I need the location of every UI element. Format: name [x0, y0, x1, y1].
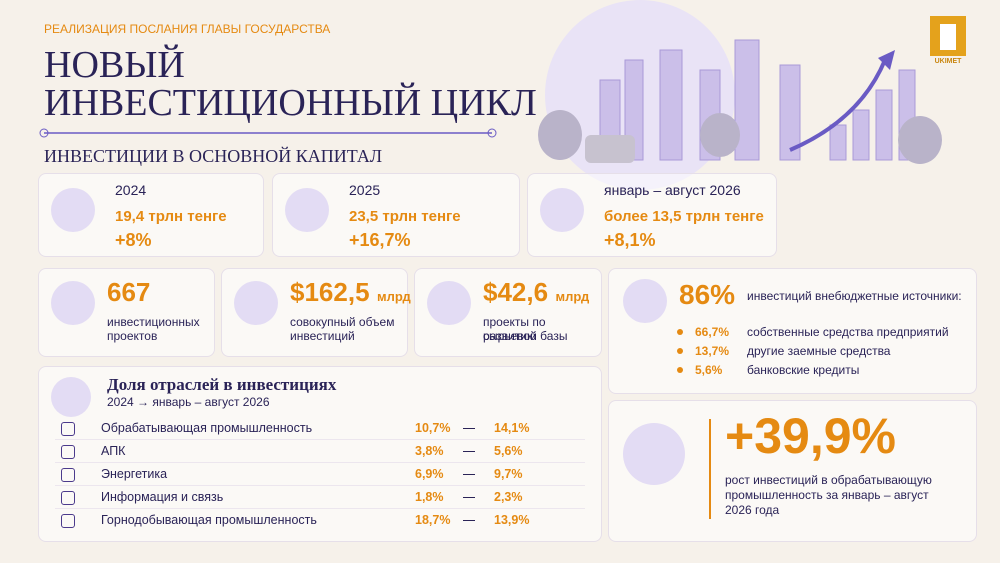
period: 2025 — [349, 182, 381, 198]
bullet — [677, 367, 683, 373]
sources-label: инвестиций внебюджетные источники: — [747, 289, 962, 303]
bullet — [677, 348, 683, 354]
amount: 23,5 трлн тенге — [349, 208, 461, 225]
share-to: 14,1% — [494, 421, 530, 435]
icon — [234, 281, 278, 325]
sector-name: АПК — [101, 444, 126, 458]
sectors-title: Доля отраслей в инвестициях — [107, 375, 337, 394]
stat-label: совокупный объем — [290, 315, 395, 329]
stat-label: инвестиций — [290, 329, 355, 343]
stat-card: $42,6 млрд проекты по развитию сырьевой баз… — [414, 268, 602, 357]
row-icon — [61, 422, 75, 436]
share-from: 3,8% — [415, 444, 444, 458]
period-card: 2025 23,5 трлн тенге +16,7% — [272, 173, 520, 257]
share-to: 2,3% — [494, 490, 523, 504]
icon — [51, 281, 95, 325]
divider — [709, 419, 711, 519]
share-to: 5,6% — [494, 444, 523, 458]
stat-value: 667 — [107, 277, 151, 307]
growth-text: рост инвестиций в обрабатывающую — [725, 473, 932, 487]
share-from: 10,7% — [415, 421, 451, 435]
amount: 19,4 трлн тенге — [115, 208, 227, 225]
period-card: январь – август 2026 более 13,5 трлн тенг… — [527, 173, 777, 257]
row-icon — [61, 514, 75, 528]
icon — [623, 423, 685, 485]
stat-unit: млрд — [555, 289, 590, 304]
source-label: другие заемные средства — [747, 344, 891, 358]
growth-card: +39,9% рост инвестиций в обрабатывающую … — [608, 400, 977, 542]
share-to: 9,7% — [494, 467, 523, 481]
sources-value: 86% — [679, 279, 736, 310]
source-value: 13,7% — [695, 344, 730, 358]
growth: +8% — [115, 230, 152, 250]
source-value: 5,6% — [695, 363, 723, 377]
source-value: 66,7% — [695, 325, 730, 339]
row-icon — [61, 468, 75, 482]
stat-unit: млрд — [377, 289, 411, 304]
period: 2024 — [115, 182, 147, 198]
growth: +16,7% — [349, 230, 411, 250]
sectors-subtitle: 2024 → январь – август 2026 — [107, 395, 270, 409]
arrow — [463, 497, 475, 498]
arrow — [463, 428, 475, 429]
growth-text: промышленность за январь – август — [725, 488, 929, 502]
growth-text: 2026 года — [725, 503, 780, 517]
row-divider — [55, 439, 585, 440]
subtitle: ИНВЕСТИЦИИ В ОСНОВНОЙ КАПИТАЛ — [44, 146, 383, 166]
logo: UKIMET — [934, 58, 962, 65]
period: январь – август 2026 — [604, 182, 741, 198]
arrow — [463, 520, 475, 521]
stat-label: проекты по развитию — [483, 315, 546, 343]
icon — [51, 188, 95, 232]
icon — [51, 377, 91, 417]
share-to: 13,9% — [494, 513, 530, 527]
sources-card: 86% инвестиций внебюджетные источники: 6… — [608, 268, 977, 394]
stat-value: $42,6 — [483, 277, 549, 307]
share-from: 18,7% — [415, 513, 451, 527]
icon — [427, 281, 471, 325]
bullet — [677, 329, 683, 335]
arrow — [463, 474, 475, 475]
growth: +8,1% — [604, 230, 656, 250]
period-card: 2024 19,4 трлн тенге +8% — [38, 173, 264, 257]
row-divider — [55, 485, 585, 486]
stat-card: 667 инвестиционных проектов — [38, 268, 215, 357]
title: НОВЫЙ — [44, 44, 185, 86]
share-from: 1,8% — [415, 490, 444, 504]
stat-label: сырьевой базы — [483, 329, 568, 343]
sector-name: Информация и связь — [101, 490, 224, 504]
icon — [540, 188, 584, 232]
source-label: собственные средства предприятий — [747, 325, 949, 339]
stat-label: инвестиционных — [107, 315, 200, 329]
row-divider — [55, 508, 585, 509]
row-divider — [55, 462, 585, 463]
sector-name: Энергетика — [101, 467, 168, 481]
stat-card: $162,5 млрд совокупный объем инвестиций — [221, 268, 411, 357]
stat-value: $162,5 — [290, 277, 370, 307]
icon — [623, 279, 667, 323]
amount: более 13,5 трлн тенге — [604, 208, 764, 225]
arrow — [463, 451, 475, 452]
sectors-card: Доля отраслей в инвестициях 2024 → январ… — [38, 366, 602, 542]
stat-label: проектов — [107, 329, 158, 343]
row-icon — [61, 445, 75, 459]
growth-value: +39,9% — [725, 408, 896, 464]
title: ИНВЕСТИЦИОННЫЙ ЦИКЛ — [44, 82, 537, 124]
row-icon — [61, 491, 75, 505]
icon — [285, 188, 329, 232]
source-label: банковские кредиты — [747, 363, 860, 377]
sector-name: Обрабатывающая промышленность — [101, 421, 313, 435]
share-from: 6,9% — [415, 467, 444, 481]
kicker: РЕАЛИЗАЦИЯ ПОСЛАНИЯ ГЛАВЫ ГОСУДАРСТВА — [44, 22, 331, 36]
sector-name: Горнодобывающая промышленность — [101, 513, 317, 527]
